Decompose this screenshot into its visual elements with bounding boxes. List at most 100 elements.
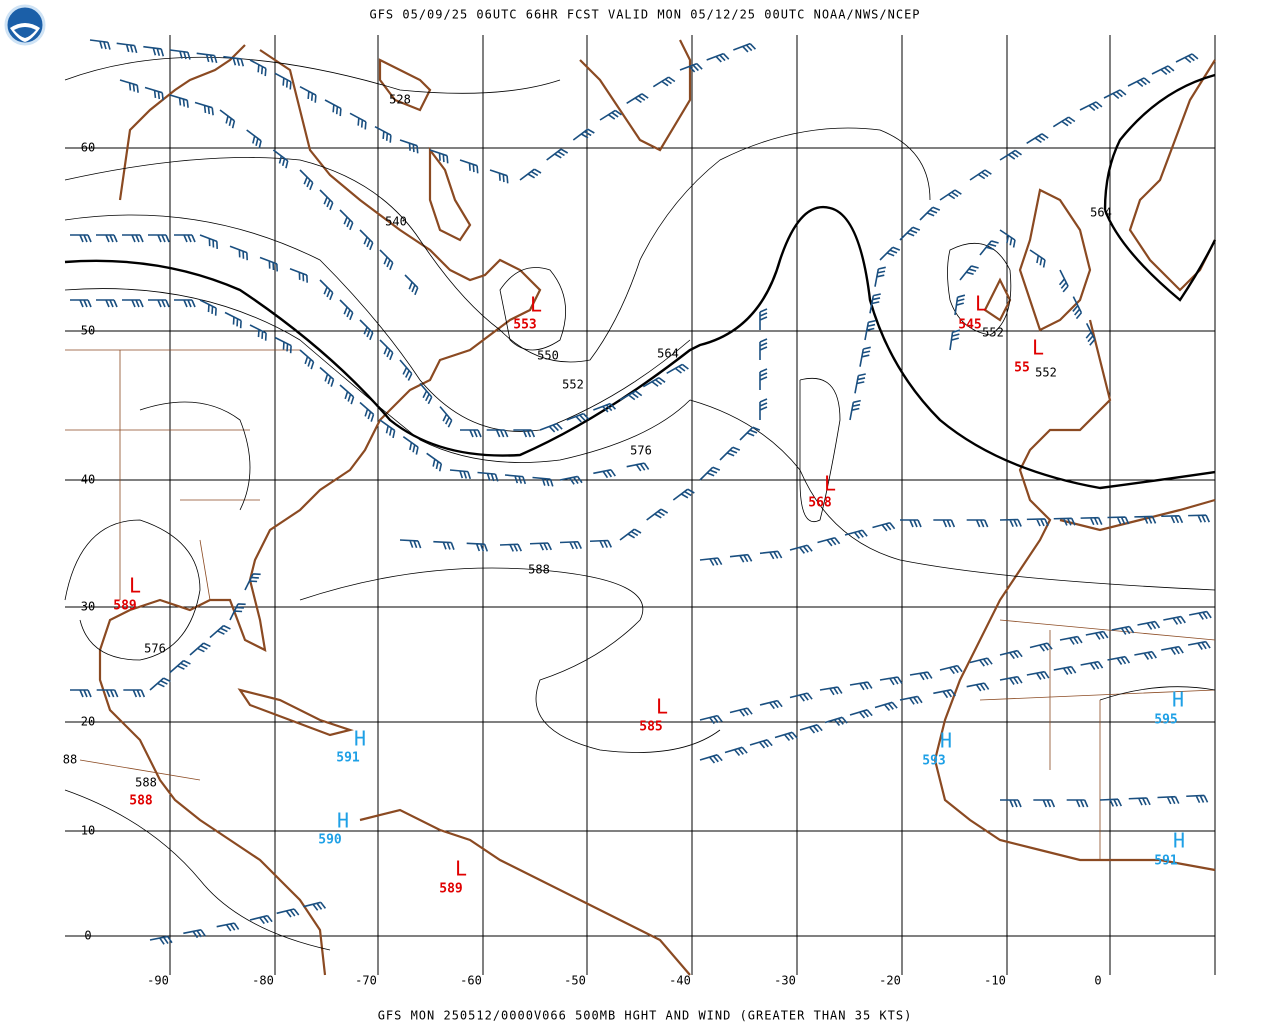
wind-barb (249, 914, 273, 925)
wind-barb (379, 339, 394, 361)
low-value: 55 (1014, 361, 1030, 376)
high-value: 591 (336, 751, 360, 766)
wind-barb (699, 754, 723, 764)
wind-barb (374, 125, 392, 143)
wind-barb (849, 399, 861, 421)
wind-barb (979, 240, 999, 256)
wind-barb (224, 311, 242, 329)
wind-barb (148, 234, 170, 243)
wind-barb (70, 299, 92, 308)
high-symbol: H (354, 727, 366, 751)
wind-barb (349, 112, 367, 130)
latitude-label: 0 (84, 929, 91, 943)
wind-barb (933, 689, 956, 699)
wind-barb (96, 689, 119, 698)
low-value: 553 (513, 318, 536, 333)
wind-barb (759, 338, 768, 360)
low-value: 585 (639, 720, 662, 735)
wind-barb (999, 149, 1022, 161)
wind-barb (460, 429, 482, 438)
wind-barb (1134, 650, 1157, 660)
wind-barb (849, 709, 873, 719)
wind-barb (599, 109, 622, 121)
wind-barb (183, 929, 206, 939)
wind-barb (1053, 517, 1076, 526)
latitude-label: 10 (81, 824, 95, 838)
wind-barb (70, 234, 92, 243)
wind-barb (1189, 610, 1212, 620)
contour-label: 588 (528, 563, 550, 577)
latitude-label: 60 (81, 141, 95, 155)
wind-barb (729, 553, 753, 563)
wind-barb (559, 540, 582, 550)
wind-barb (272, 149, 289, 169)
contour-label: 552 (1035, 366, 1057, 380)
wind-barb (70, 689, 92, 698)
wind-barb (1026, 133, 1049, 145)
high-symbol: H (337, 809, 349, 833)
high-value: 595 (1154, 713, 1177, 728)
wind-barb (149, 935, 173, 945)
wind-barb (246, 129, 262, 149)
wind-barb (303, 901, 327, 911)
low-value: 589 (439, 882, 462, 897)
longitude-label: -40 (669, 974, 691, 988)
graticule (65, 35, 1216, 975)
wind-barb (899, 695, 923, 705)
wind-barb (196, 52, 218, 64)
wind-barb (439, 406, 453, 428)
wind-barb (999, 518, 1022, 528)
wind-barb (919, 206, 941, 221)
wind-barb (1059, 635, 1083, 645)
wind-barb (324, 99, 342, 117)
wind-barb (379, 419, 396, 439)
wind-barb (339, 209, 354, 231)
longitude-label: -70 (355, 974, 377, 988)
wind-barb (749, 739, 773, 749)
latitude-label: 20 (81, 715, 95, 729)
wind-barb (96, 234, 118, 243)
wind-barb (939, 189, 962, 201)
wind-barb (169, 49, 191, 60)
wind-barb (274, 336, 292, 354)
wind-barb (909, 671, 933, 681)
high-value: 591 (1154, 854, 1178, 869)
wind-barb (672, 488, 695, 501)
wind-barb (148, 299, 170, 308)
wind-barb (817, 536, 841, 547)
contour-label: 588 (135, 776, 157, 790)
low-symbol: L (129, 574, 141, 598)
wind-barb (274, 72, 292, 90)
latitude-label: 30 (81, 600, 95, 614)
wind-barb (1052, 116, 1076, 128)
wind-barb (513, 429, 536, 438)
wind-barb (626, 93, 649, 105)
wind-barb (1134, 515, 1157, 524)
wind-barb (566, 412, 590, 423)
wind-barb (872, 521, 896, 532)
wind-barb (209, 624, 231, 639)
wind-barb (774, 731, 798, 741)
wind-barb (399, 539, 422, 549)
wind-barb (593, 402, 617, 413)
wind-barb (1175, 53, 1199, 64)
wind-barb (1107, 516, 1130, 525)
wind-barb (1000, 799, 1022, 808)
wind-barb (1099, 798, 1123, 807)
contour-label: 540 (385, 215, 407, 229)
wind-barb (429, 149, 449, 164)
wind-barb (619, 390, 643, 401)
wind-barb (459, 159, 479, 174)
wind-barb (96, 299, 118, 308)
wind-barb (933, 519, 956, 528)
wind-barb (189, 642, 211, 656)
wind-barb (879, 676, 903, 686)
wind-barb (1111, 625, 1135, 635)
wind-barb (433, 540, 455, 550)
wind-barb (706, 52, 730, 63)
wind-barb (759, 398, 768, 420)
wind-barb (489, 169, 509, 184)
wind-barb (404, 274, 419, 296)
contour-label: 552 (982, 326, 1004, 340)
